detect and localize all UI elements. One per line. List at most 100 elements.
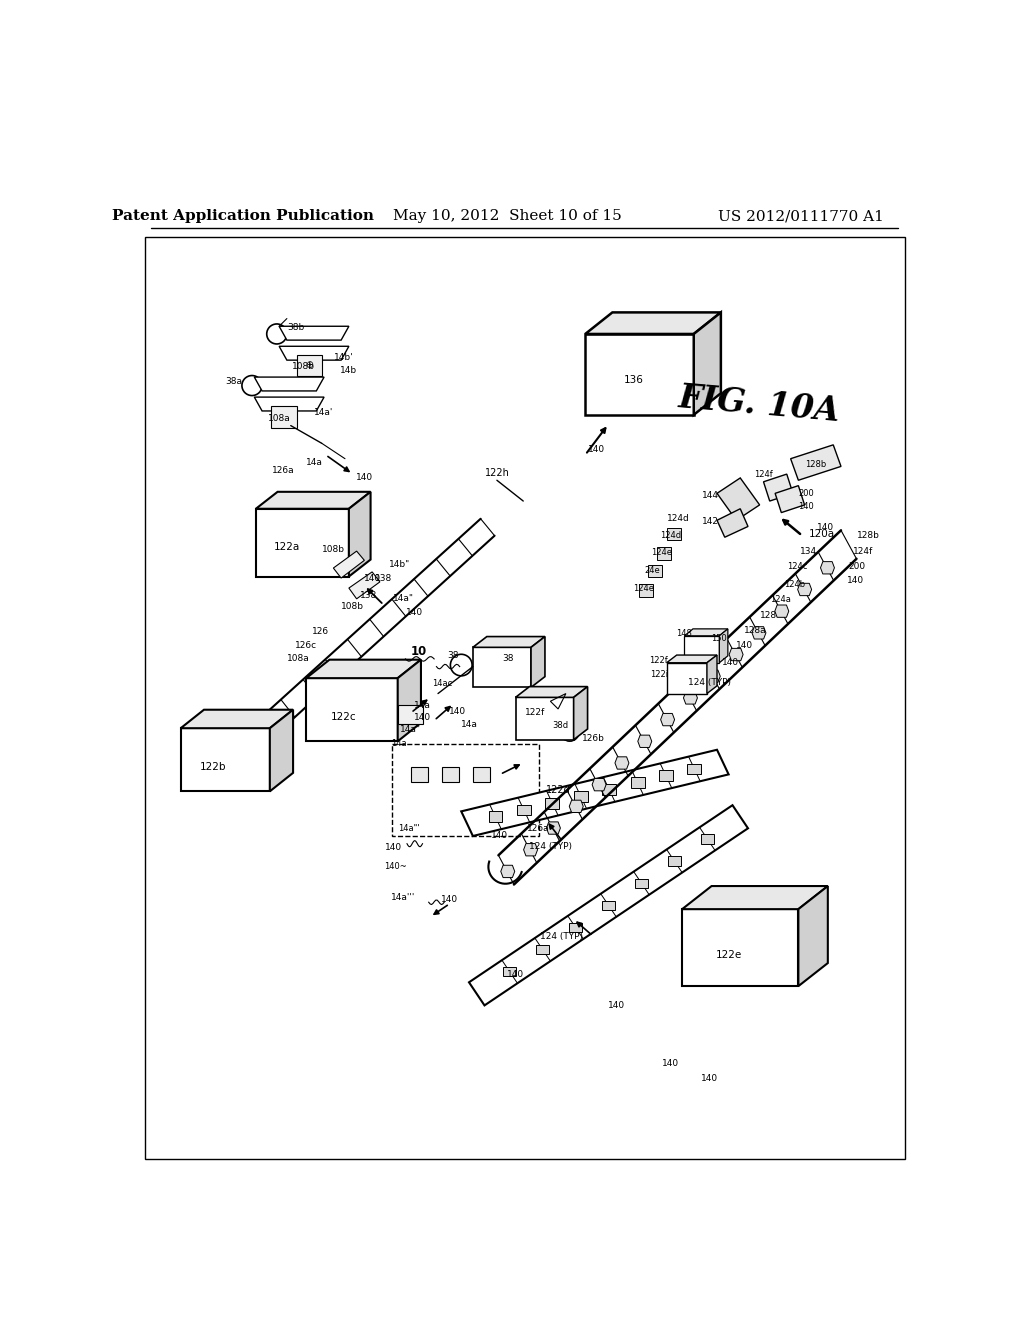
Polygon shape: [349, 492, 371, 577]
Polygon shape: [306, 660, 421, 678]
Text: 108b: 108b: [341, 602, 365, 611]
Polygon shape: [701, 834, 714, 843]
Text: 150: 150: [712, 634, 727, 643]
Polygon shape: [254, 397, 324, 411]
Text: 10: 10: [411, 644, 427, 657]
Polygon shape: [531, 636, 545, 688]
Text: 14b': 14b': [334, 352, 353, 362]
Polygon shape: [631, 777, 644, 788]
Polygon shape: [547, 822, 560, 834]
Text: 108a: 108a: [287, 655, 310, 664]
Text: 38: 38: [447, 651, 459, 660]
Text: 200: 200: [799, 488, 814, 498]
Text: 108b: 108b: [293, 362, 315, 371]
Text: 38: 38: [502, 655, 513, 664]
Polygon shape: [254, 378, 324, 391]
Polygon shape: [334, 552, 365, 578]
Polygon shape: [707, 655, 717, 693]
Polygon shape: [820, 561, 835, 574]
Text: 14b: 14b: [340, 366, 357, 375]
Polygon shape: [473, 647, 531, 688]
Text: 140: 140: [607, 1001, 625, 1010]
Polygon shape: [270, 710, 293, 792]
Text: 126: 126: [311, 627, 329, 636]
Polygon shape: [791, 445, 841, 480]
Text: 108a: 108a: [267, 414, 291, 424]
Text: 14a: 14a: [305, 458, 323, 467]
Polygon shape: [684, 628, 728, 636]
Text: 140: 140: [817, 524, 835, 532]
Text: 126a: 126a: [527, 824, 550, 833]
Polygon shape: [306, 678, 397, 742]
Polygon shape: [256, 492, 371, 508]
Text: 124c: 124c: [786, 562, 807, 572]
Text: 108b: 108b: [322, 545, 345, 554]
Text: 124 (TYP): 124 (TYP): [541, 932, 584, 941]
Text: 128a: 128a: [744, 626, 767, 635]
Text: 124b: 124b: [784, 579, 805, 589]
Polygon shape: [504, 968, 516, 977]
Polygon shape: [719, 628, 728, 663]
Text: 124f: 124f: [853, 546, 872, 556]
Polygon shape: [501, 866, 515, 878]
Text: May 10, 2012  Sheet 10 of 15: May 10, 2012 Sheet 10 of 15: [393, 209, 623, 223]
Polygon shape: [280, 326, 349, 341]
Polygon shape: [586, 313, 721, 334]
Polygon shape: [660, 713, 675, 726]
Text: 140: 140: [700, 1074, 718, 1082]
Polygon shape: [682, 886, 827, 909]
Text: 122a: 122a: [273, 543, 300, 552]
Text: 14a': 14a': [313, 408, 333, 417]
Polygon shape: [515, 686, 588, 697]
Text: 14ac: 14ac: [432, 678, 452, 688]
Text: 140: 140: [441, 895, 458, 904]
Text: 14b": 14b": [389, 561, 410, 569]
Text: 14a": 14a": [392, 594, 414, 603]
Polygon shape: [667, 655, 717, 663]
Text: 140: 140: [662, 1059, 679, 1068]
Polygon shape: [602, 900, 614, 909]
Text: 140: 140: [407, 609, 423, 618]
Text: 136: 136: [624, 375, 643, 385]
Bar: [391, 743, 539, 836]
Text: 140: 140: [799, 502, 814, 511]
Text: 124 (TYP): 124 (TYP): [688, 677, 731, 686]
Polygon shape: [635, 879, 647, 888]
Polygon shape: [473, 636, 545, 647]
Polygon shape: [648, 565, 662, 577]
Text: 128b: 128b: [856, 531, 880, 540]
Text: 140: 140: [589, 445, 605, 454]
Polygon shape: [469, 805, 748, 1006]
Polygon shape: [515, 697, 573, 739]
Text: 122f: 122f: [649, 656, 669, 665]
Polygon shape: [569, 923, 582, 932]
Text: 140: 140: [492, 832, 509, 841]
Text: 148: 148: [677, 630, 692, 638]
Text: 124d: 124d: [667, 515, 689, 523]
Polygon shape: [775, 486, 805, 512]
Polygon shape: [657, 548, 672, 560]
Polygon shape: [397, 705, 423, 725]
Polygon shape: [349, 572, 380, 599]
Polygon shape: [573, 686, 588, 739]
Polygon shape: [586, 334, 693, 414]
Polygon shape: [667, 663, 707, 693]
Text: 144: 144: [702, 491, 719, 500]
Text: US 2012/0111770 A1: US 2012/0111770 A1: [718, 209, 884, 223]
Text: 122e: 122e: [716, 950, 741, 961]
Polygon shape: [271, 407, 297, 428]
Text: 14a": 14a": [400, 725, 421, 734]
Polygon shape: [411, 767, 428, 781]
Text: 38d: 38d: [552, 721, 568, 730]
Polygon shape: [707, 671, 720, 682]
Text: 140: 140: [414, 713, 431, 722]
Polygon shape: [569, 800, 584, 813]
Text: 124 (TYP): 124 (TYP): [528, 842, 571, 850]
Polygon shape: [752, 627, 766, 639]
Text: 14a: 14a: [391, 739, 408, 748]
Text: 140: 140: [735, 642, 753, 651]
Text: 122b: 122b: [200, 762, 226, 772]
Text: 38a: 38a: [225, 378, 243, 387]
Text: 124a: 124a: [770, 595, 791, 605]
Text: 138: 138: [375, 574, 392, 582]
